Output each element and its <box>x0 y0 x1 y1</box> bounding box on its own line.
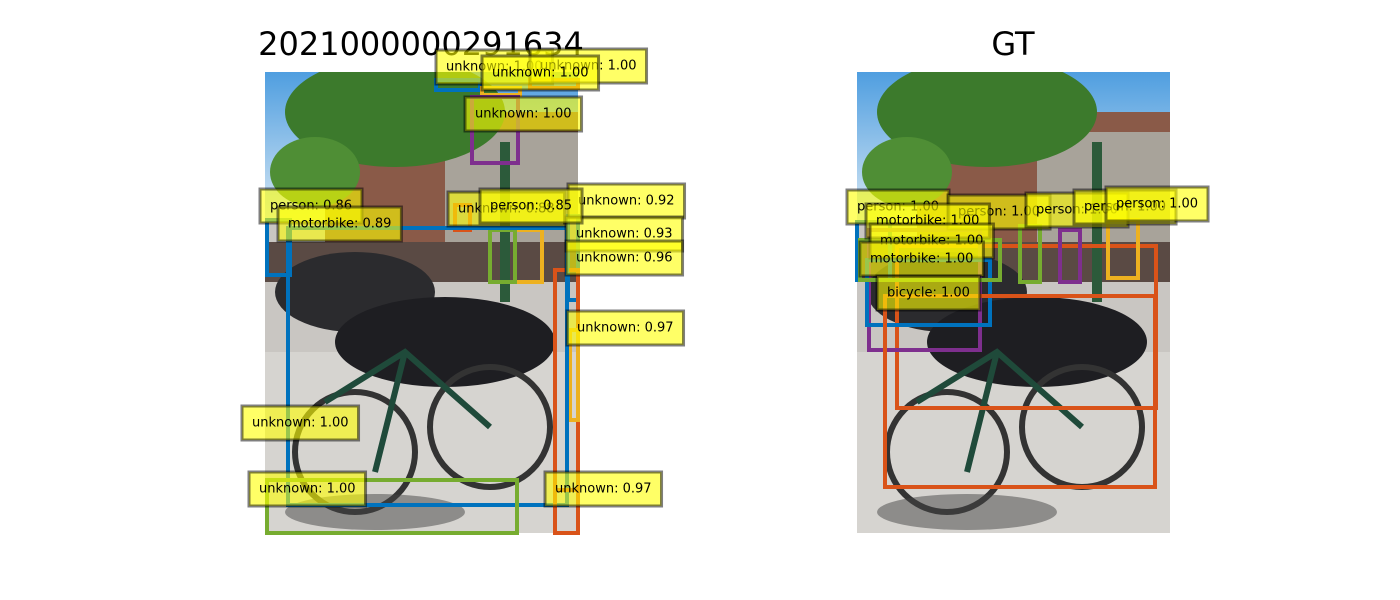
label-box <box>480 54 601 92</box>
detections: unknown: 1.00 unknown: 1.00 unknown: 1.00 u… <box>240 47 1210 535</box>
detection-label: person: 1.00 <box>1116 197 1198 212</box>
detection-label: unknown: 1.00 <box>492 66 589 81</box>
label-box <box>247 470 368 508</box>
detection-label: unknown: 0.97 <box>555 482 652 497</box>
label-box <box>1104 185 1210 223</box>
detection-label: motorbike: 0.89 <box>288 217 391 232</box>
label-box <box>463 95 584 133</box>
label-box <box>858 240 985 278</box>
detection-label: unknown: 0.93 <box>576 227 673 242</box>
detection-label: unknown: 1.00 <box>252 416 349 431</box>
detection-label: unknown: 0.92 <box>578 194 675 209</box>
detection-label: unknown: 1.00 <box>259 482 356 497</box>
labels: unknown: 1.00 unknown: 1.00 unknown: 1.00 u… <box>240 47 1210 508</box>
panel-title: GT <box>991 25 1035 63</box>
label-box <box>276 205 403 243</box>
detection-label: unknown: 0.96 <box>576 251 673 266</box>
label-box <box>875 274 982 312</box>
label-box <box>478 187 584 225</box>
detection-label: unknown: 0.97 <box>577 321 674 336</box>
label-box <box>565 309 686 347</box>
bounding-box <box>883 294 1157 489</box>
label-box <box>564 239 685 277</box>
detection-label: unknown: 1.00 <box>475 107 572 122</box>
bounding-box <box>1058 228 1082 284</box>
detection-label: motorbike: 1.00 <box>870 252 973 267</box>
detection-label: bicycle: 1.00 <box>887 286 970 301</box>
detection-label: person: 0.85 <box>490 199 572 214</box>
label-box <box>240 404 361 442</box>
label-box <box>543 470 664 508</box>
bounding-box <box>286 226 569 507</box>
